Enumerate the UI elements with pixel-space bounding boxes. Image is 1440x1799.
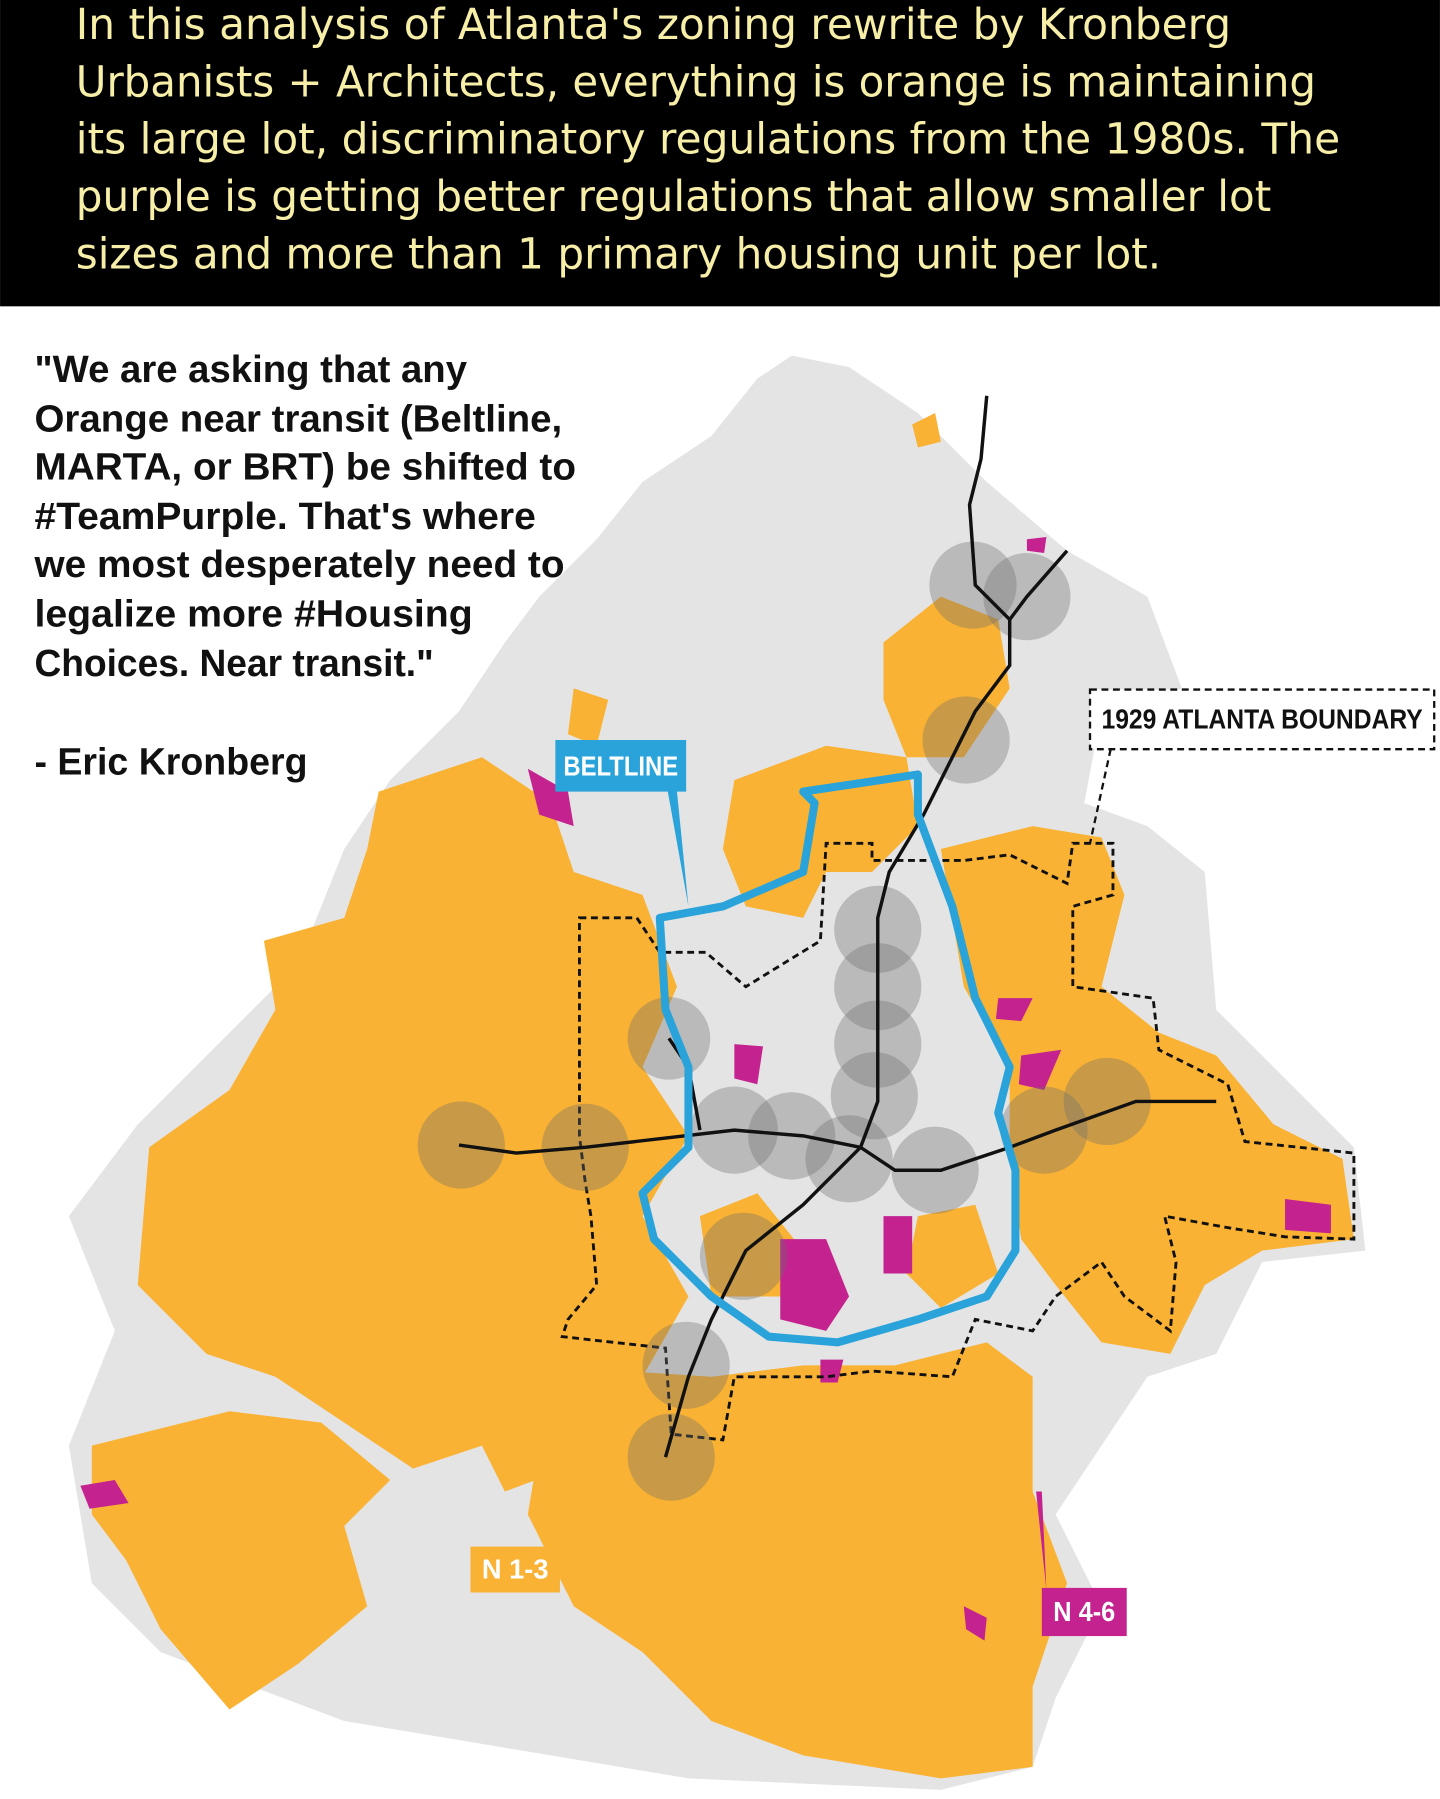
transit [417,395,1217,1501]
beltline-label: BELTLINE [563,751,678,782]
quote-line: "We are asking that any [34,349,467,391]
quote-line: #TeamPurple. That's where [34,496,535,538]
caption-line: Urbanists + Architects, everything is or… [76,58,1316,107]
quote-line: Orange near transit (Beltline, [34,398,562,440]
n46-label: N 4-6 [1053,1596,1115,1627]
quote-attribution: - Eric Kronberg [34,741,307,783]
n46-callout [1041,1587,1127,1637]
quote-line: legalize more #Housing [34,593,472,635]
purple-zones [80,536,1331,1641]
caption-band [0,0,1440,307]
orange-zones [91,413,1354,1779]
quote-line: we most desperately need to [33,544,564,586]
caption-line: its large lot, discriminatory regulation… [76,116,1340,165]
caption-line: sizes and more than 1 primary housing un… [76,230,1161,279]
quote-line: Choices. Near transit." [34,643,433,685]
n13-callout [470,1546,560,1593]
caption-line: In this analysis of Atlanta's zoning rew… [76,1,1231,50]
beltline-callout [555,740,689,907]
boundary-callout [1088,688,1436,751]
quote-line: MARTA, or BRT) be shifted to [34,447,576,489]
beltline [638,770,1020,1347]
boundary-label: 1929 ATLANTA BOUNDARY [1101,704,1422,735]
map: BELTLINE 1929 ATLANTA BOUNDARY N 1-3 N 4… [68,355,1436,1790]
caption-line: purple is getting better regulations tha… [76,173,1272,222]
n13-label: N 1-3 [482,1554,549,1585]
